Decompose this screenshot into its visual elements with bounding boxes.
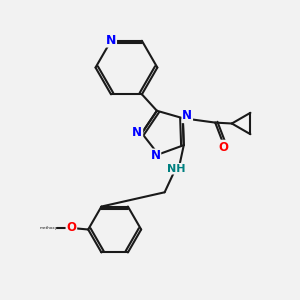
Text: methoxy: methoxy bbox=[40, 226, 58, 230]
Text: N: N bbox=[182, 109, 192, 122]
Text: N: N bbox=[132, 126, 142, 139]
Text: O: O bbox=[218, 140, 228, 154]
Text: N: N bbox=[106, 34, 116, 47]
Text: N: N bbox=[150, 149, 161, 162]
Text: NH: NH bbox=[167, 164, 186, 174]
Text: O: O bbox=[66, 220, 76, 234]
